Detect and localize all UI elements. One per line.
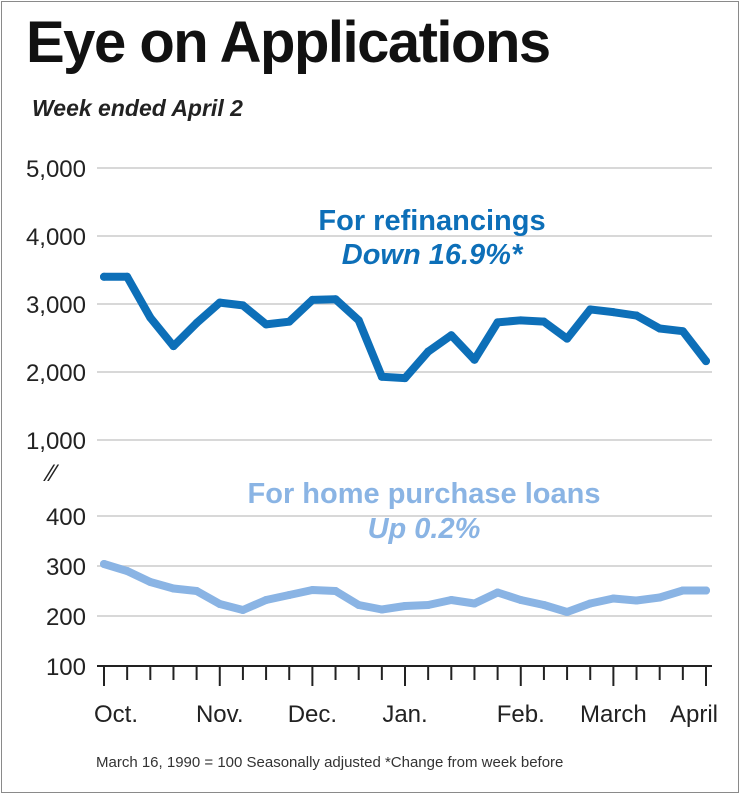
refinancings-point [354,316,363,325]
home-purchase-point [308,586,317,594]
refinancings-point [331,295,340,304]
home-purchase-point [100,560,108,568]
home-purchase-point [539,601,548,609]
refinancings-point [215,298,224,307]
home-purchase-point [238,606,247,614]
x-tick-label: Jan. [382,701,427,728]
y-tick-label: 3,000 [26,292,86,319]
y-tick-label: 2,000 [26,360,86,387]
home-purchase-change: Up 0.2% [368,513,481,545]
refinancings-line [100,272,710,383]
home-purchase-point [401,602,409,610]
home-purchase-point [586,599,595,608]
refinancings-point [192,319,201,328]
refinancings-point [563,334,572,343]
refinancings-point [655,324,664,333]
home-purchase-point [262,596,271,604]
refinancings-point [586,305,595,314]
y-tick-label: 100 [46,654,86,681]
chart-title: Eye on Applications [26,10,551,75]
home-purchase-point [493,588,502,597]
refinancings-point [678,327,687,336]
x-tick-label: Oct. [94,701,138,728]
home-purchase-point [331,587,340,595]
home-purchase-point [470,599,479,608]
home-purchase-point [424,601,433,609]
refinancings-point [285,317,294,326]
axis-break-symbol: ⁄⁄ [43,460,60,487]
y-tick-label: 5,000 [26,156,86,183]
refinancings-change: Down 16.9%* [342,239,524,271]
refinancings-point [539,317,548,326]
refinancings-point [702,357,710,366]
home-purchase-point [702,586,710,595]
home-purchase-point [123,567,132,575]
refinancings-point [470,355,479,364]
home-purchase-point [215,600,224,608]
home-purchase-point [678,586,687,595]
y-tick-label: 1,000 [26,428,86,455]
refinancings-point [123,272,132,281]
home-purchase-point [516,596,525,604]
refinancings-point [262,320,271,329]
home-purchase-point [609,594,618,603]
home-purchase-point [447,596,456,604]
refinancings-point [609,308,618,317]
refinancings-point [238,301,247,310]
refinancings-point [424,347,433,356]
home-purchase-point [146,578,155,586]
refinancings-point [308,295,317,304]
refinancings-point [632,311,641,320]
home-purchase-point [192,587,201,595]
home-purchase-point [169,584,178,593]
home-purchase-point [655,593,664,602]
refinancings-label: For refinancings [318,205,545,237]
refinancings-point [146,313,155,322]
refinancings-point [493,318,502,327]
refinancings-point [447,331,456,340]
refinancings-point [401,374,409,383]
chart-subtitle: Week ended April 2 [32,95,243,121]
refinancings-point [516,316,525,325]
y-tick-label: 200 [46,604,86,631]
x-tick-label: Dec. [288,701,337,728]
x-tick-label: March [580,701,647,728]
x-tick-label: Nov. [196,701,244,728]
refinancings-point [100,272,108,281]
footnote: March 16, 1990 = 100 Seasonally adjusted… [96,754,564,771]
x-tick-label: April [670,701,718,728]
y-tick-label: 300 [46,554,86,581]
home-purchase-point [354,601,363,609]
y-tick-label: 4,000 [26,224,86,251]
refinancings-point [169,342,178,351]
refinancings-point [377,372,386,381]
home-purchase-point [632,596,641,605]
home-purchase-point [563,608,572,616]
x-tick-label: Feb. [497,701,545,728]
home-purchase-point [377,605,386,614]
home-purchase-point [285,591,294,599]
home-purchase-label: For home purchase loans [248,478,601,510]
y-tick-label: 400 [46,504,86,531]
